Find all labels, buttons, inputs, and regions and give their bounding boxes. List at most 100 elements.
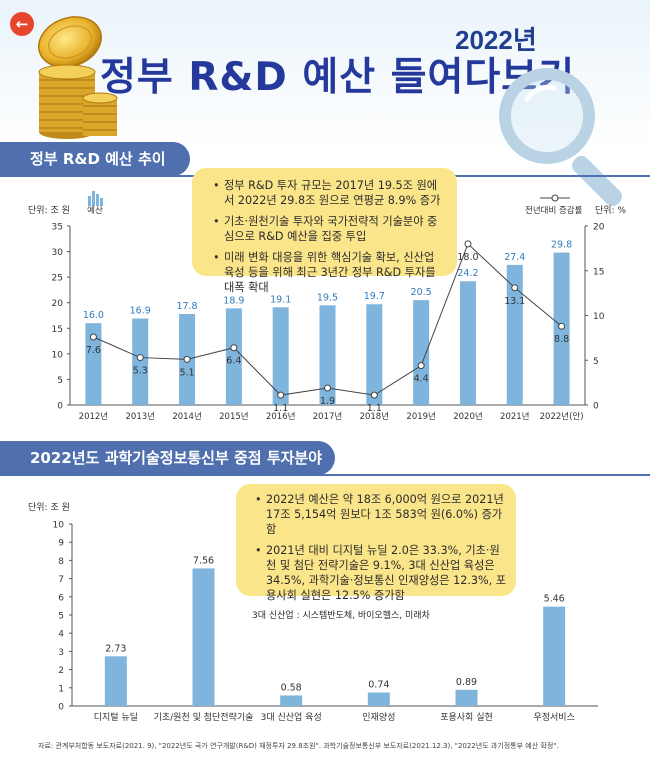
rate-point: [277, 391, 285, 399]
bar-legend-icon: [88, 196, 91, 206]
rate-point: [417, 362, 425, 370]
y-tick-label-left: 20: [52, 299, 64, 309]
y-tick-label-left: 5: [57, 376, 63, 386]
bar-value-label: 29.8: [551, 240, 572, 251]
x-tick-label: 2017년: [313, 411, 342, 422]
coins-icon: [38, 16, 118, 139]
bar-value-label: 18.9: [223, 295, 244, 306]
y-tick-label: 7: [58, 575, 64, 585]
bar: [104, 656, 127, 706]
rate-point: [511, 284, 519, 292]
y-axis-unit-left: 단위: 조 원: [28, 205, 70, 216]
y-tick-label-left: 15: [52, 325, 63, 335]
bar: [459, 281, 476, 405]
bar-value-label: 0.58: [281, 682, 302, 693]
x-tick-label: 우정서비스: [533, 712, 574, 723]
callout2-note: 3대 신산업 : 시스템반도체, 바이오헬스, 미래차: [252, 611, 430, 621]
y-tick-label: 4: [58, 630, 64, 640]
x-tick-label: 2018년: [360, 411, 389, 422]
y-tick-label: 3: [58, 648, 64, 658]
bar-value-label: 19.7: [364, 291, 385, 302]
back-button[interactable]: ←: [10, 12, 34, 36]
bar-value-label: 27.4: [504, 252, 525, 263]
year-label: 2022년: [455, 25, 537, 55]
section2-divider: [0, 474, 650, 476]
bar-legend-icon: [96, 194, 99, 206]
section1-callout: 정부 R&D 투자 규모는 2017년 19.5조 원에서 2022년 29.8…: [192, 168, 457, 294]
y-tick-label-left: 0: [57, 402, 63, 412]
y-tick-label-right: 20: [593, 223, 605, 233]
bar-legend-icon: [100, 198, 103, 206]
bar-value-label: 17.8: [176, 301, 197, 312]
callout2-item: 2022년 예산은 약 18조 6,000억 원으로 2021년 17조 5,1…: [255, 492, 508, 537]
y-tick-label-right: 10: [593, 312, 605, 322]
callout1-item: 기초·원천기술 투자와 국가전략적 기술분야 중심으로 R&D 예산을 집중 투…: [213, 214, 447, 244]
y-tick-label-left: 25: [52, 274, 63, 284]
x-tick-label: 2012년: [79, 411, 108, 422]
y-tick-label: 1: [58, 684, 64, 694]
section2-callout: 2022년 예산은 약 18조 6,000억 원으로 2021년 17조 5,1…: [236, 484, 516, 621]
rate-value-label: 4.4: [414, 374, 429, 385]
bar: [85, 323, 102, 405]
y-tick-label: 8: [58, 557, 64, 567]
section1-tab: 정부 R&D 예산 추이: [0, 142, 190, 176]
bar-value-label: 16.9: [130, 306, 151, 317]
x-tick-label: 2019년: [406, 411, 435, 422]
bar-value-label: 0.89: [456, 677, 477, 688]
bar-value-label: 24.2: [457, 268, 478, 279]
bar: [367, 692, 390, 706]
rate-point: [230, 344, 238, 352]
y-tick-label-right: 5: [593, 357, 599, 367]
y-tick-label: 10: [53, 521, 65, 531]
bar-value-label: 5.46: [544, 594, 565, 605]
x-tick-label: 2014년: [172, 411, 201, 422]
magnifier-icon: [499, 68, 622, 206]
rate-point: [324, 384, 331, 392]
bar: [272, 307, 289, 405]
bar: [413, 300, 430, 405]
x-tick-label: 2022년(안): [540, 411, 584, 422]
bar-value-label: 7.56: [193, 555, 214, 566]
bar: [455, 689, 478, 706]
y-tick-label-right: 0: [593, 402, 599, 412]
bar-value-label: 0.74: [368, 680, 389, 691]
rate-point: [136, 354, 144, 362]
rate-point: [558, 322, 566, 330]
rate-value-label: 1.1: [273, 403, 288, 414]
x-tick-label: 포용사회 실현: [440, 712, 493, 723]
x-tick-label: 2013년: [126, 411, 155, 422]
y-tick-label: 9: [58, 539, 64, 549]
x-tick-label: 디지털 뉴딜: [94, 711, 138, 723]
bar: [280, 695, 303, 706]
section2-tab: 2022년도 과학기술정보통신부 중점 투자분야: [0, 441, 335, 475]
x-tick-label: 기초/원천 및 첨단전략기술: [154, 711, 254, 723]
line-legend-label: 전년대비 증감률: [525, 205, 583, 216]
bar-value-label: 19.1: [270, 294, 291, 305]
rate-value-label: 7.6: [86, 345, 101, 356]
rate-value-label: 5.3: [133, 366, 148, 377]
rate-value-label: 5.1: [179, 367, 194, 378]
y-tick-label: 0: [58, 703, 64, 713]
x-tick-label: 2016년: [266, 411, 295, 422]
bar: [192, 568, 215, 706]
x-tick-label: 2021년: [500, 411, 529, 422]
callout1-item: 미래 변화 대응을 위한 핵심기술 확보, 신산업 육성 등을 위해 최근 3년…: [213, 250, 447, 295]
rate-point: [370, 391, 378, 399]
rate-value-label: 18.0: [457, 252, 478, 263]
source-note: 자료: 관계부처합동 보도자료(2021. 9), "2022년도 국가 연구개…: [38, 742, 559, 750]
callout2-item: 2021년 대비 디지털 뉴딜 2.0은 33.3%, 기초·원천 및 첨단 전…: [255, 543, 508, 603]
x-tick-label: 2015년: [219, 411, 248, 422]
y-axis-unit: 단위: 조 원: [28, 502, 70, 513]
bar-value-label: 2.73: [105, 643, 126, 654]
rate-value-label: 1.1: [367, 403, 382, 414]
y-tick-label-left: 35: [52, 223, 63, 233]
bar: [319, 305, 336, 405]
bar: [225, 308, 242, 405]
y-tick-label-left: 10: [52, 350, 64, 360]
rate-value-label: 13.1: [504, 296, 525, 307]
rate-point: [89, 333, 97, 341]
y-tick-label: 6: [58, 593, 64, 603]
y-tick-label-right: 15: [593, 267, 604, 277]
rate-value-label: 1.9: [320, 396, 335, 407]
